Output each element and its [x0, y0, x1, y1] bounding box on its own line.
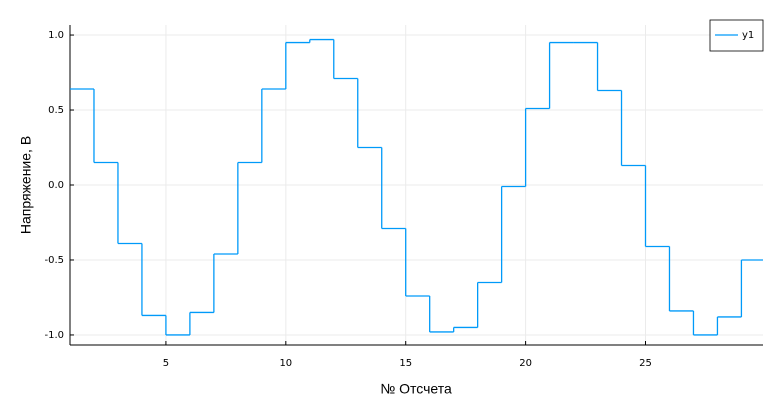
- x-tick-label: 10: [279, 358, 292, 369]
- x-tick-label: 20: [519, 358, 532, 369]
- x-tick-label: 25: [639, 358, 652, 369]
- y-tick-label: -1.0: [44, 330, 64, 341]
- y-tick-label: 0.0: [48, 180, 64, 191]
- y-tick-label: -0.5: [44, 255, 64, 266]
- x-tick-label: 5: [163, 358, 169, 369]
- y-tick-label: 1.0: [48, 30, 64, 41]
- y-axis-title: Напряжение, B: [18, 136, 34, 234]
- legend-label: y1: [742, 30, 754, 41]
- x-axis-title: № Отсчета: [380, 381, 452, 397]
- y-tick-label: 0.5: [48, 105, 64, 116]
- x-tick-label: 15: [399, 358, 412, 369]
